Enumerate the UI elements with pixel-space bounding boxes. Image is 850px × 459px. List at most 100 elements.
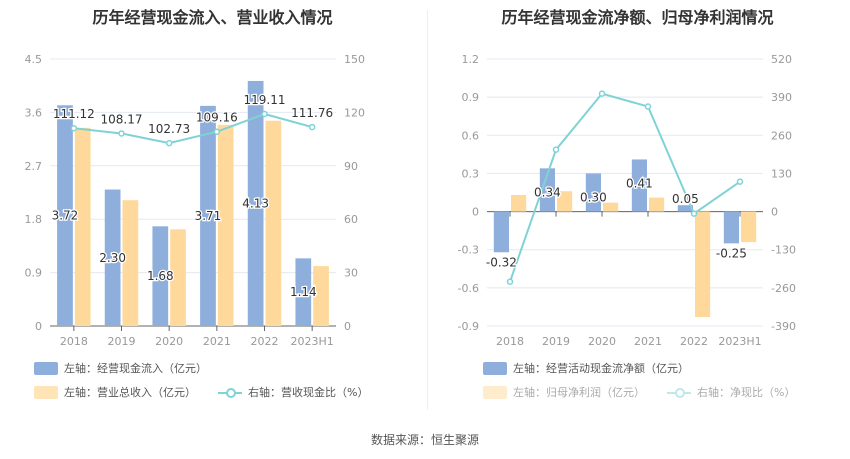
y-right-tick: 60	[344, 213, 358, 226]
left-chart: 0 0 0.9 30 1.8 60 2.7 90 3.6 120 4.5 150 2018 2019 202…	[25, 53, 366, 348]
y-right-tick: 390	[771, 91, 792, 104]
line-point	[598, 90, 606, 97]
y-left-tick: -0.9	[458, 320, 479, 333]
bar-data-label: -0.32	[486, 255, 517, 269]
bar-data-label: 2.30	[99, 251, 126, 265]
line-point	[118, 130, 125, 137]
bar-secondary	[170, 229, 186, 326]
y-left-tick: 0.6	[462, 129, 480, 142]
line-data-label: 111.76	[291, 106, 333, 120]
y-right-tick: 30	[344, 267, 358, 280]
bar-secondary	[557, 191, 573, 212]
y-left-tick: 0.9	[462, 91, 480, 104]
x-tick-label: 2022	[251, 335, 279, 348]
bar-secondary	[741, 211, 757, 243]
legend-label: 左轴：经营现金流入（亿元）	[64, 362, 207, 375]
x-tick-label: 2023H1	[718, 335, 761, 348]
bar-data-label: 1.14	[290, 285, 317, 299]
bar-data-label: -0.25	[716, 246, 747, 260]
line-point	[506, 278, 514, 285]
right-chart-title: 历年经营现金流净额、归母净利润情况	[501, 8, 774, 27]
legend-swatch	[34, 385, 58, 399]
bar-data-label: 0.05	[672, 192, 699, 206]
bar-primary	[677, 205, 693, 212]
line-data-label: 108.17	[101, 112, 143, 126]
legend-label: 左轴：营业总收入（亿元）	[64, 386, 196, 399]
line-data-label: 109.16	[196, 111, 238, 125]
bar-secondary	[603, 202, 619, 212]
line-point	[261, 110, 268, 118]
bar-data-label: 3.72	[52, 209, 79, 223]
bar-primary	[631, 159, 647, 212]
line-point	[165, 139, 173, 147]
y-right-tick: -130	[771, 244, 796, 257]
bar-secondary	[265, 120, 282, 326]
legend-label: 左轴：经营活动现金流净额（亿元）	[513, 362, 689, 375]
x-tick-label: 2018	[496, 335, 524, 348]
bar-primary	[295, 258, 312, 326]
legend-label: 左轴：归母净利润（亿元）	[513, 386, 645, 399]
y-right-tick: 150	[344, 53, 365, 66]
x-tick-label: 2018	[60, 335, 88, 348]
x-tick-label: 2022	[680, 335, 708, 348]
y-left-tick: 0	[472, 206, 479, 219]
x-tick-label: 2023H1	[291, 335, 334, 348]
legend-swatch	[483, 361, 507, 375]
y-right-tick: 260	[771, 129, 792, 142]
legend-label: 右轴：净现比（%）	[697, 386, 796, 399]
bar-primary	[57, 105, 73, 326]
y-left-tick: 3.6	[25, 106, 43, 119]
bar-primary	[493, 211, 509, 253]
bar-secondary	[313, 266, 329, 326]
legend-item-net-profit[interactable]: 左轴：归母净利润（亿元）	[483, 384, 645, 400]
legend-swatch	[483, 385, 507, 399]
y-right-tick: 0	[771, 206, 778, 219]
y-right-tick: 130	[771, 167, 792, 180]
line-point	[644, 103, 652, 110]
y-left-tick: 4.5	[25, 53, 43, 66]
y-left-tick: 1.2	[462, 53, 480, 66]
legend-line-icon	[667, 386, 691, 399]
x-tick-label: 2019	[542, 335, 570, 348]
line-point	[70, 124, 78, 132]
data-source: 数据来源：恒生聚源	[370, 433, 479, 447]
bar-primary	[104, 189, 121, 326]
legend-line-icon	[218, 386, 242, 399]
line-point	[690, 210, 698, 217]
line-point	[308, 123, 316, 131]
y-left-tick: 0.9	[25, 267, 43, 280]
line-series	[509, 92, 741, 283]
legend-item-cash-inflow[interactable]: 左轴：经营现金流入（亿元）	[34, 360, 207, 376]
bar-data-label: 1.68	[147, 269, 174, 283]
bar-primary	[152, 226, 169, 326]
y-right-tick: -390	[771, 320, 796, 333]
line-point	[736, 178, 744, 185]
bar-secondary	[649, 197, 665, 212]
y-left-tick: 1.8	[25, 213, 43, 226]
y-right-tick: 0	[344, 320, 351, 333]
y-left-tick: -0.3	[458, 244, 479, 257]
y-right-tick: 90	[344, 160, 358, 173]
right-chart: -0.9 -390 -0.6 -260 -0.3 -130 0 0 0.3 130 0.6 260 0.…	[458, 53, 796, 348]
legend-item-net-cash-ratio[interactable]: 右轴：净现比（%）	[667, 384, 795, 400]
bar-primary	[539, 168, 555, 212]
x-tick-label: 2020	[588, 335, 616, 348]
y-right-tick: 520	[771, 53, 792, 66]
line-data-label: 111.12	[53, 107, 95, 121]
divider	[427, 10, 428, 410]
x-tick-label: 2020	[155, 335, 183, 348]
bar-primary	[247, 80, 264, 326]
y-left-tick: 0	[35, 320, 42, 333]
bar-data-label: 0.34	[534, 185, 561, 199]
x-tick-label: 2021	[634, 335, 662, 348]
legend-item-cash-ratio[interactable]: 右轴：营收现金比（%）	[218, 384, 368, 400]
y-left-tick: -0.6	[458, 282, 479, 295]
bar-data-label: 3.71	[195, 209, 222, 223]
y-right-tick: -260	[771, 282, 796, 295]
line-series	[73, 112, 313, 145]
legend-item-revenue[interactable]: 左轴：营业总收入（亿元）	[34, 384, 196, 400]
legend-label: 右轴：营收现金比（%）	[248, 386, 369, 399]
bar-primary	[585, 173, 601, 212]
line-data-label: 102.73	[148, 122, 190, 136]
legend-item-net-cash[interactable]: 左轴：经营活动现金流净额（亿元）	[483, 360, 689, 376]
